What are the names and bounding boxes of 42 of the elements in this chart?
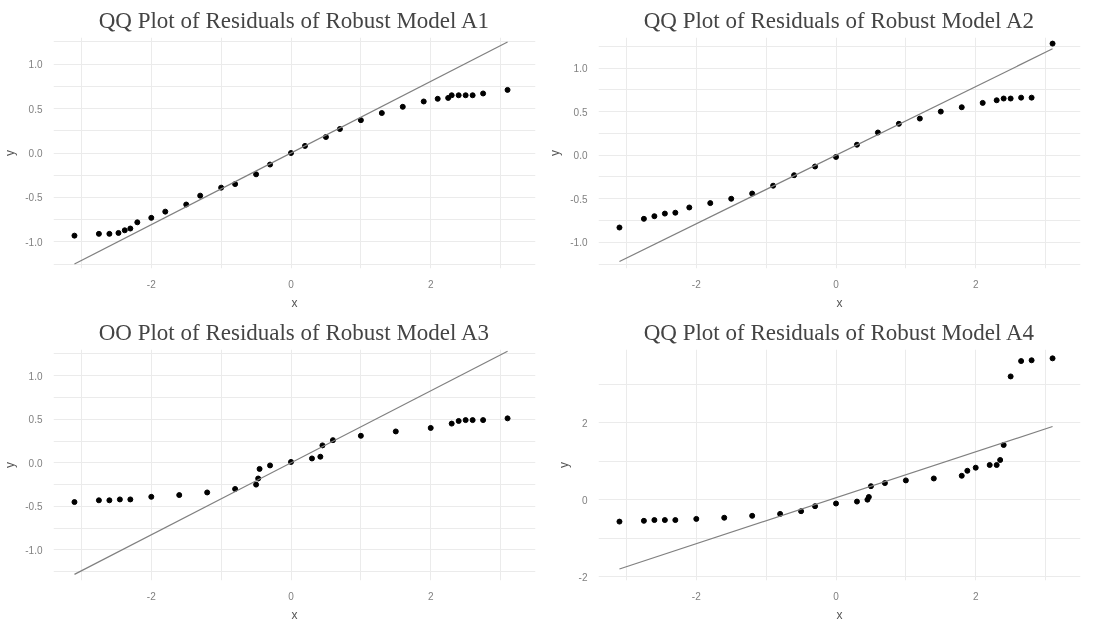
y-tick-label: 0 bbox=[581, 494, 588, 506]
chart-title: QQ Plot of Residuals of Robust Model A4 bbox=[643, 319, 1035, 345]
y-axis-title: y bbox=[3, 462, 18, 468]
y-tick-label: 0.5 bbox=[28, 414, 43, 426]
x-tick-label: 0 bbox=[833, 278, 840, 290]
x-tick-label: -2 bbox=[691, 590, 702, 602]
y-tick-label: -2 bbox=[578, 571, 588, 583]
x-tick-label: 2 bbox=[427, 278, 434, 290]
x-tick-label: -2 bbox=[691, 278, 702, 290]
x-tick-label: -2 bbox=[146, 278, 157, 290]
x-axis-title: x bbox=[836, 607, 843, 622]
y-tick-label: -1.0 bbox=[25, 236, 43, 248]
y-tick-label: -1.0 bbox=[25, 544, 43, 556]
x-axis-title: x bbox=[291, 607, 298, 622]
y-tick-label: -0.5 bbox=[570, 193, 588, 205]
x-axis-title: x bbox=[836, 295, 843, 310]
y-tick-label: 0.0 bbox=[28, 457, 43, 469]
y-axis-title: y bbox=[556, 462, 571, 468]
y-axis-title: y bbox=[3, 150, 18, 156]
x-axis-title: x bbox=[291, 295, 298, 310]
y-tick-label: 2 bbox=[581, 417, 588, 429]
y-tick-label: 1.0 bbox=[28, 59, 43, 71]
y-tick-label: 0.5 bbox=[573, 106, 588, 118]
y-tick-label: -0.5 bbox=[25, 501, 43, 513]
y-tick-label: -1.0 bbox=[570, 237, 588, 249]
x-tick-label: 0 bbox=[288, 590, 295, 602]
chart-title: OO Plot of Residuals of Robust Model A3 bbox=[98, 319, 490, 345]
y-tick-label: 0.0 bbox=[28, 148, 43, 159]
x-tick-label: 2 bbox=[427, 590, 434, 602]
chart-title: QQ Plot of Residuals of Robust Model A1 bbox=[98, 7, 490, 33]
x-tick-label: 0 bbox=[833, 590, 840, 602]
x-tick-label: -2 bbox=[146, 590, 157, 602]
y-tick-label: 0.5 bbox=[28, 103, 43, 115]
y-tick-label: -0.5 bbox=[25, 192, 43, 204]
y-tick-label: 1.0 bbox=[28, 370, 43, 382]
y-tick-label: 1.0 bbox=[573, 63, 588, 75]
x-tick-label: 0 bbox=[288, 278, 295, 290]
y-tick-label: 0.0 bbox=[573, 150, 588, 162]
x-tick-label: 2 bbox=[972, 278, 979, 290]
x-tick-label: 2 bbox=[972, 590, 979, 602]
y-axis-title: y bbox=[548, 150, 563, 156]
chart-title: QQ Plot of Residuals of Robust Model A2 bbox=[643, 7, 1035, 33]
